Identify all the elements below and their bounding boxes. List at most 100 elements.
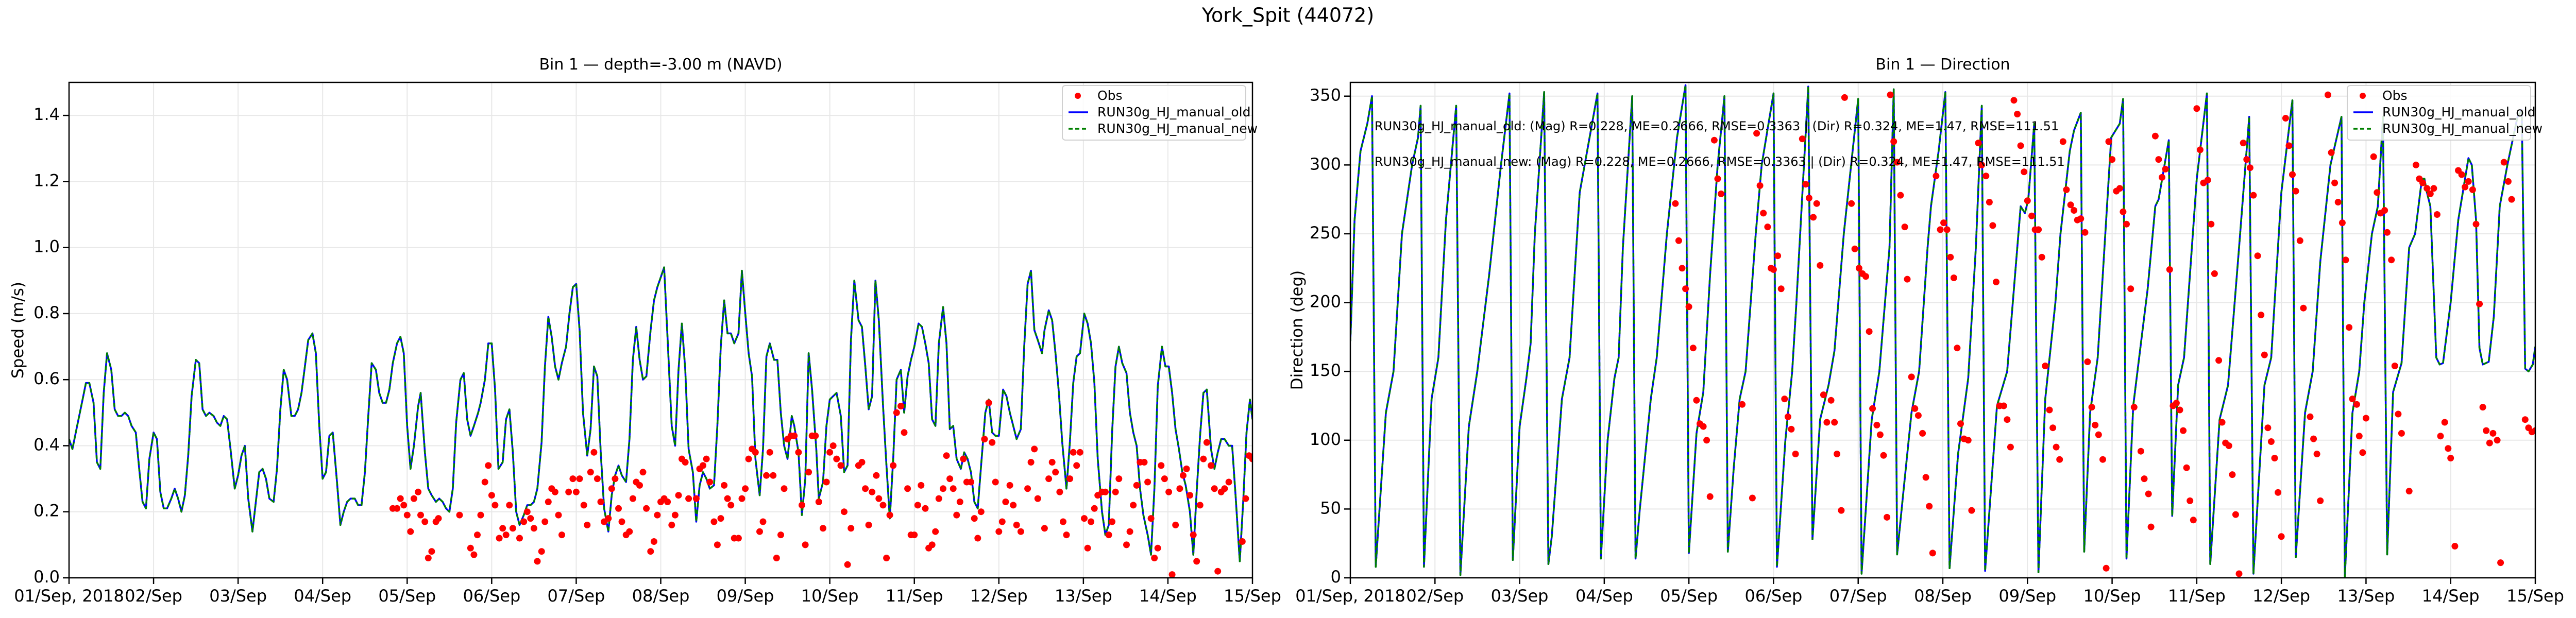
obs-point	[1890, 138, 1897, 145]
x-tick-label: 09/Sep	[1998, 586, 2056, 606]
obs-point	[1172, 521, 1179, 528]
obs-point	[1165, 488, 1173, 495]
obs-point	[403, 511, 411, 519]
obs-point	[2028, 212, 2035, 219]
obs-point	[415, 488, 422, 495]
obs-point	[2275, 489, 2282, 496]
obs-point	[1200, 455, 1207, 462]
obs-point	[946, 475, 954, 483]
obs-point	[2307, 413, 2314, 420]
x-tick-label: 08/Sep	[1914, 586, 1972, 606]
obs-point	[777, 531, 784, 539]
y-axis-label: Speed (m/s)	[9, 282, 27, 379]
obs-point	[1017, 528, 1024, 535]
obs-point	[2081, 229, 2089, 236]
obs-point	[763, 472, 770, 479]
obs-point	[960, 455, 967, 462]
obs-point	[2208, 220, 2215, 228]
obs-point	[815, 499, 822, 505]
obs-point	[1978, 161, 1986, 168]
obs-point	[1831, 419, 1838, 426]
obs-point	[2476, 300, 2483, 307]
obs-point	[2342, 256, 2349, 264]
obs-point	[394, 505, 401, 512]
obs-point	[1919, 430, 1926, 437]
obs-point	[1123, 541, 1130, 548]
obs-point	[530, 525, 537, 532]
obs-point	[1102, 488, 1109, 495]
obs-point	[2053, 443, 2060, 451]
obs-point	[2508, 196, 2515, 203]
x-tick-label: 11/Sep	[886, 586, 943, 606]
obs-point	[1914, 412, 1922, 419]
obs-point	[956, 499, 963, 505]
x-tick-label: 12/Sep	[970, 586, 1028, 606]
obs-point	[2007, 443, 2014, 451]
obs-point	[2218, 419, 2226, 426]
obs-point	[2391, 363, 2398, 369]
obs-point	[1689, 345, 1697, 352]
obs-point	[2190, 517, 2197, 524]
obs-point	[2289, 171, 2296, 178]
obs-point	[995, 528, 1003, 535]
obs-point	[2229, 471, 2236, 478]
obs-point	[558, 531, 565, 539]
obs-point	[1066, 475, 1074, 483]
obs-point	[1242, 495, 1249, 502]
axes-frame	[1349, 81, 2536, 579]
direction-legend: Obs RUN30g_HJ_manual_old RUN30g_HJ_manua…	[2347, 85, 2543, 141]
obs-point	[1073, 462, 1080, 469]
obs-point	[1880, 452, 1887, 459]
obs-point	[565, 488, 572, 495]
obs-point	[875, 495, 883, 502]
y-tick-label: 1.2	[33, 170, 60, 190]
obs-point	[2445, 445, 2452, 452]
obs-point	[2042, 363, 2049, 369]
obs-point	[668, 521, 675, 528]
obs-point	[1091, 505, 1098, 512]
obs-point	[1151, 555, 1158, 561]
obs-point	[1799, 135, 1806, 143]
obs-point	[1718, 190, 1725, 197]
obs-point	[2211, 270, 2218, 277]
obs-point	[1802, 181, 1809, 188]
obs-point	[1876, 431, 1884, 438]
obs-point	[2095, 431, 2102, 438]
obs-point	[1792, 451, 1799, 457]
obs-point	[2166, 266, 2173, 273]
obs-point	[397, 495, 404, 502]
y-tick-label: 0.2	[33, 501, 60, 521]
obs-point	[1820, 391, 1827, 399]
obs-point	[738, 495, 745, 502]
obs-point	[1060, 518, 1066, 525]
obs-point	[1214, 568, 1222, 575]
obs-point	[1866, 328, 1873, 335]
legend-new: RUN30g_HJ_manual_new	[1097, 121, 1258, 136]
obs-point	[717, 515, 724, 522]
stats-new: RUN30g_HJ_manual_new: (Mag) R=0.228, ME=…	[1375, 154, 2065, 169]
obs-point	[626, 528, 633, 535]
obs-point	[597, 499, 604, 505]
speed-axes: Bin 1 — depth=-3.00 m (NAVD) 01/Sep, 2018…	[9, 56, 1281, 606]
obs-point	[971, 515, 978, 522]
obs-point	[781, 485, 788, 492]
obs-point	[1937, 226, 1944, 233]
y-tick-label: 100	[1310, 430, 1341, 449]
obs-point	[1873, 421, 1880, 428]
obs-point	[886, 511, 893, 519]
obs-point	[1239, 538, 1246, 545]
x-tick-label: 14/Sep	[1139, 586, 1197, 606]
obs-point	[1975, 140, 1982, 147]
obs-point	[2433, 211, 2441, 218]
obs-point	[1756, 182, 1764, 189]
obs-point	[770, 472, 777, 479]
obs-point	[833, 455, 840, 462]
obs-point	[1805, 195, 1812, 201]
obs-point	[664, 499, 671, 505]
x-tick-label: 15/Sep	[2506, 586, 2564, 606]
obs-point	[1893, 159, 1901, 166]
obs-point	[2271, 455, 2278, 461]
obs-point	[950, 485, 957, 492]
obs-point	[932, 528, 939, 535]
obs-point	[2103, 564, 2110, 572]
